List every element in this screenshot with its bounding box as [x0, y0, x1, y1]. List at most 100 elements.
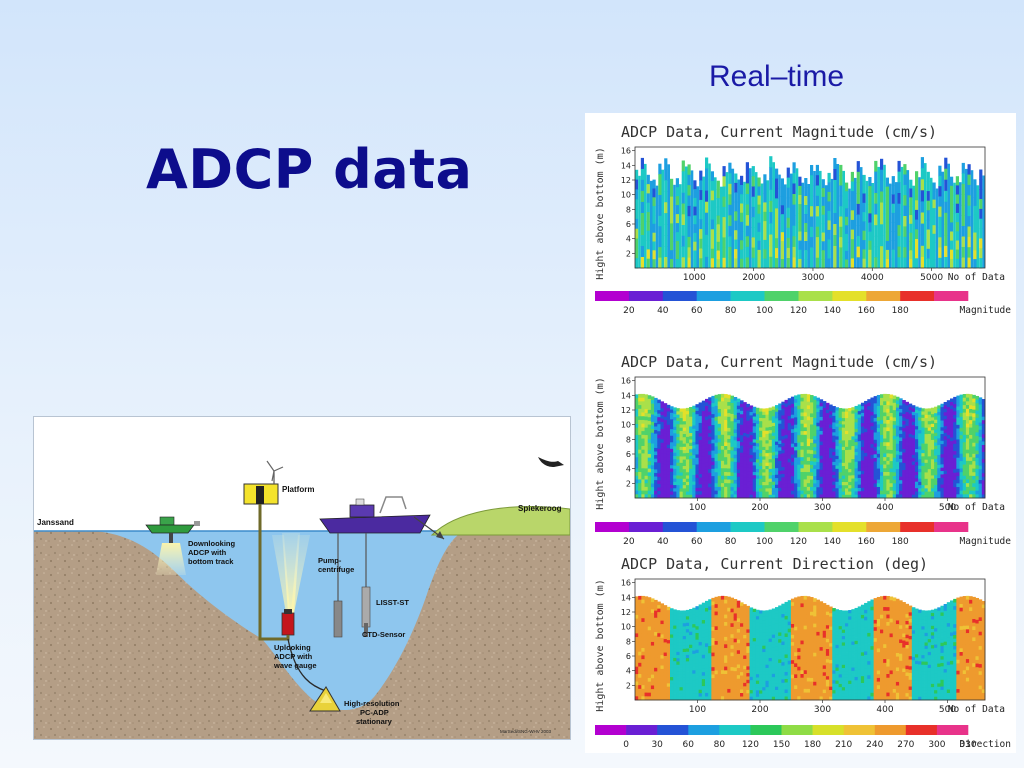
y-tick-label: 12	[621, 406, 631, 415]
y-tick-label: 6	[626, 652, 631, 661]
colorbar-swatch	[812, 725, 844, 735]
label-downlooking-3: bottom track	[188, 557, 234, 566]
colorbar-tick-label: 20	[623, 537, 635, 547]
colorbar-tick-label: 180	[804, 740, 821, 750]
colorbar-swatch	[595, 291, 630, 301]
colorbar-swatch	[595, 522, 630, 532]
measurement-setup-diagram: Janssand Spiekeroog Platform Downlooking…	[33, 416, 571, 740]
label-pump-1: Pump-	[318, 556, 342, 565]
y-tick-label: 16	[621, 579, 631, 588]
adcp-chart-2: ADCP Data, Current Magnitude (cm/s) Hight…	[595, 353, 1011, 547]
colorbar-swatch	[662, 291, 697, 301]
heatmap-cells	[635, 595, 986, 701]
label-spiekeroog: Spiekeroog	[518, 504, 562, 513]
x-tick-label: 1000	[683, 273, 706, 283]
colorbar-tick-label: 0	[623, 740, 629, 750]
y-tick-label: 16	[621, 377, 631, 386]
colorbar-swatch	[696, 291, 731, 301]
colorbar-tick-label: 210	[835, 740, 852, 750]
colorbar-tick-label: 160	[858, 306, 875, 316]
x-tick-label: 400	[876, 705, 893, 715]
x-axis-label: No of Data	[948, 704, 1005, 715]
y-tick-label: 6	[626, 450, 631, 459]
colorbar-swatch	[866, 291, 901, 301]
colorbar-swatch	[688, 725, 720, 735]
label-pcadp-2: PC-ADP	[360, 708, 389, 717]
slide-title: ADCP data	[146, 138, 473, 201]
colorbar-tick-label: 160	[858, 537, 875, 547]
adcp-chart-3: ADCP Data, Current Direction (deg) Hight …	[595, 555, 1011, 750]
chart-title: ADCP Data, Current Magnitude (cm/s)	[621, 123, 937, 141]
colorbar-tick-label: 100	[756, 537, 773, 547]
label-uplooking-2: ADCP with	[274, 652, 313, 661]
heatmap-cells	[635, 393, 986, 499]
colorbar-swatch	[900, 291, 935, 301]
y-tick-label: 12	[621, 176, 631, 185]
colorbar-label: Magnitude	[960, 305, 1012, 316]
colorbar-tick-label: 120	[790, 537, 807, 547]
colorbar-tick-label: 80	[714, 740, 726, 750]
colorbar-swatch	[832, 291, 867, 301]
colorbar-swatch	[843, 725, 876, 735]
colorbar-swatch	[750, 725, 782, 735]
y-tick-label: 4	[626, 465, 631, 474]
y-tick-label: 8	[626, 205, 631, 214]
colorbar-swatch	[905, 725, 938, 735]
y-tick-label: 10	[621, 191, 631, 200]
colorbar-tick-label: 60	[691, 537, 703, 547]
label-pump-2: centrifuge	[318, 565, 354, 574]
adcp-plots-panel: ADCP Data, Current Magnitude (cm/s) Hight…	[585, 113, 1016, 753]
colorbar-swatch	[798, 522, 833, 532]
colorbar-tick-label: 150	[773, 740, 790, 750]
x-tick-label: 4000	[861, 273, 884, 283]
colorbar-swatch	[730, 291, 765, 301]
x-tick-label: 100	[689, 705, 706, 715]
y-tick-label: 10	[621, 623, 631, 632]
colorbar-tick-label: 80	[725, 537, 737, 547]
colorbar: 20 40 60 80 100 120 140 160 180 Magnitude	[595, 291, 1011, 316]
colorbar-swatch	[628, 522, 664, 532]
y-axis-label: Hight above bottom (m)	[595, 147, 606, 279]
colorbar-tick-label: 40	[657, 306, 669, 316]
colorbar-tick-label: 180	[892, 537, 909, 547]
x-tick-label: 400	[876, 503, 893, 513]
colorbar-tick-label: 330	[959, 740, 976, 750]
y-axis-label: Hight above bottom (m)	[595, 377, 606, 509]
colorbar-swatch	[730, 522, 765, 532]
colorbar-tick-label: 80	[725, 306, 737, 316]
colorbar-tick-label: 40	[657, 537, 669, 547]
colorbar-tick-label: 240	[866, 740, 883, 750]
realtime-label: Real–time	[709, 60, 845, 93]
colorbar-swatch	[595, 725, 627, 735]
y-tick-label: 6	[626, 220, 631, 229]
colorbar-tick-label: 180	[892, 306, 909, 316]
y-tick-label: 14	[621, 391, 631, 400]
bird-icon	[538, 457, 564, 467]
colorbar-swatch	[832, 522, 867, 532]
x-tick-label: 300	[814, 503, 831, 513]
colorbar-swatch	[934, 291, 969, 301]
colorbar-tick-label: 120	[790, 306, 807, 316]
y-axis-label: Hight above bottom (m)	[595, 579, 606, 711]
colorbar-swatch	[866, 522, 901, 532]
adcp-chart-1: ADCP Data, Current Magnitude (cm/s) Hight…	[595, 123, 1011, 316]
plot-frame	[634, 376, 986, 499]
y-tick-label: 4	[626, 235, 631, 244]
colorbar-swatch	[628, 291, 664, 301]
x-axis-label: No of Data	[948, 272, 1005, 283]
wind-turbine-icon	[266, 460, 284, 484]
y-tick-label: 16	[621, 147, 631, 156]
plot-frame	[634, 578, 986, 701]
colorbar-swatch	[626, 725, 658, 735]
label-uplooking-3: wave gauge	[273, 661, 317, 670]
x-tick-label: 100	[689, 503, 706, 513]
y-tick-label: 10	[621, 421, 631, 430]
research-vessel-icon	[319, 496, 445, 540]
colorbar-swatch	[900, 522, 935, 532]
colorbar-label: Direction	[960, 739, 1011, 750]
y-tick-label: 4	[626, 667, 631, 676]
boat-icon	[145, 516, 200, 534]
label-platform: Platform	[282, 485, 314, 494]
colorbar-tick-label: 30	[651, 740, 663, 750]
